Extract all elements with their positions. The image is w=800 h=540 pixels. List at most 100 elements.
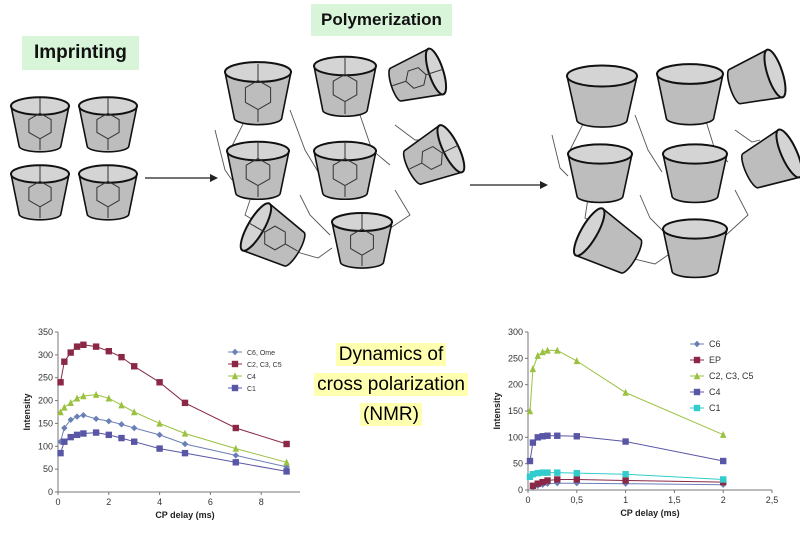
series-2 xyxy=(57,390,290,466)
data-point xyxy=(181,449,189,457)
cyclodextrin-cup xyxy=(224,61,292,126)
data-point xyxy=(67,416,74,423)
data-point xyxy=(232,452,239,459)
data-point xyxy=(283,468,290,475)
cyclodextrin-cup xyxy=(662,143,728,204)
data-point xyxy=(67,433,74,441)
data-point xyxy=(61,358,68,365)
data-point xyxy=(573,433,580,440)
data-point xyxy=(57,449,64,457)
data-point xyxy=(554,432,561,439)
x-axis-label: CP delay (ms) xyxy=(155,510,214,520)
legend-label: C2, C3, C5 xyxy=(709,371,754,381)
y-axis-label: Intensity xyxy=(22,393,32,430)
data-point xyxy=(67,349,74,356)
data-point xyxy=(80,430,87,437)
polymerization-scheme xyxy=(10,47,800,279)
y-tick-label: 350 xyxy=(38,327,53,337)
data-point xyxy=(181,399,189,407)
series-0 xyxy=(57,412,290,471)
x-tick-label: 8 xyxy=(259,497,264,507)
data-point xyxy=(526,407,534,415)
data-point xyxy=(534,469,541,477)
data-point xyxy=(573,469,580,477)
data-point xyxy=(534,480,541,487)
cyclodextrin-cup xyxy=(313,140,377,201)
data-point xyxy=(573,357,580,365)
data-point xyxy=(529,482,537,489)
legend-marker xyxy=(231,372,239,380)
data-point xyxy=(105,431,112,439)
data-point xyxy=(80,392,87,400)
cyclodextrin-cup xyxy=(566,64,638,128)
x-tick-label: 2 xyxy=(106,497,111,507)
data-point xyxy=(118,421,125,428)
cyclodextrin-cup xyxy=(10,164,70,221)
y-tick-label: 50 xyxy=(513,459,523,469)
data-point xyxy=(232,424,239,432)
cyclodextrin-cups xyxy=(10,47,800,279)
y-tick-label: 150 xyxy=(38,418,53,428)
legend-marker xyxy=(231,384,239,392)
data-point xyxy=(156,445,163,452)
data-point xyxy=(622,438,629,445)
series-line xyxy=(60,394,287,463)
data-point xyxy=(622,477,629,484)
data-point xyxy=(105,394,112,402)
data-point xyxy=(105,348,112,355)
data-point xyxy=(73,394,81,402)
y-tick-label: 200 xyxy=(508,380,523,390)
y-tick-label: 150 xyxy=(508,406,523,416)
imprinting-label: Imprinting xyxy=(22,36,139,70)
data-point xyxy=(118,434,125,442)
data-point xyxy=(80,341,87,348)
data-point xyxy=(539,348,546,356)
data-point xyxy=(73,343,81,350)
data-point xyxy=(156,379,163,386)
series-line xyxy=(60,432,287,472)
series-2 xyxy=(526,346,727,438)
nmr-label-line2: cross polarization xyxy=(314,373,468,396)
data-point xyxy=(526,457,534,465)
legend-label: C4 xyxy=(247,374,256,381)
data-point xyxy=(554,346,561,354)
y-tick-label: 300 xyxy=(38,350,53,360)
y-tick-label: 100 xyxy=(38,441,53,451)
data-point xyxy=(118,401,125,409)
data-point xyxy=(156,419,163,427)
x-tick-label: 1,5 xyxy=(668,495,681,505)
legend-label: C4 xyxy=(709,387,721,397)
y-tick-label: 200 xyxy=(38,396,53,406)
data-point xyxy=(529,471,537,478)
series-4 xyxy=(526,469,727,483)
x-tick-label: 1 xyxy=(623,495,628,505)
data-point xyxy=(622,388,629,396)
data-point xyxy=(544,477,551,484)
data-point xyxy=(92,415,100,423)
series-1 xyxy=(57,341,290,448)
x-tick-label: 4 xyxy=(157,497,162,507)
data-point xyxy=(283,440,290,448)
cyclodextrin-cup xyxy=(239,202,306,267)
nmr-label-line1: Dynamics of xyxy=(335,343,447,366)
legend-label: C6, Ome xyxy=(247,350,275,357)
data-point xyxy=(156,431,163,439)
x-tick-label: 0 xyxy=(55,497,60,507)
legend-label: C2, C3, C5 xyxy=(247,362,282,369)
data-point xyxy=(181,429,189,437)
cyclodextrin-cup xyxy=(726,48,787,105)
arrow-polymer-to-imprinted xyxy=(470,181,548,189)
data-point xyxy=(529,439,537,446)
arrow-imprinting-to-polymer xyxy=(145,174,218,182)
legend-marker xyxy=(693,340,701,348)
cyclodextrin-cup xyxy=(402,124,466,185)
cyclodextrin-cup xyxy=(567,143,633,204)
legend-marker xyxy=(693,388,701,396)
data-point xyxy=(720,430,727,438)
series-line xyxy=(60,414,287,468)
polymerization-label: Polymerization xyxy=(311,4,452,36)
y-tick-label: 0 xyxy=(48,487,53,497)
series-3 xyxy=(526,432,727,465)
legend-marker xyxy=(231,360,239,368)
x-tick-label: 2 xyxy=(721,495,726,505)
